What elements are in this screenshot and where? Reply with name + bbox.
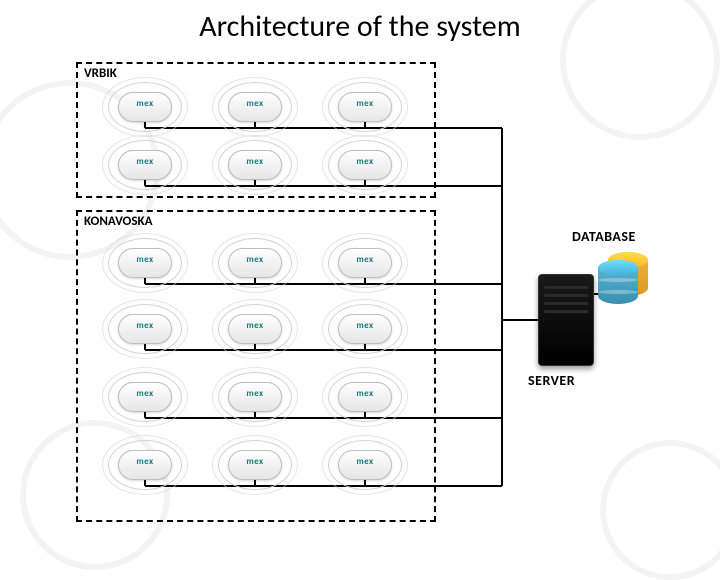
sensor-node: mex (114, 88, 176, 126)
background-ring (600, 440, 720, 580)
sensor-label: mex (334, 456, 396, 467)
sensor-label: mex (114, 254, 176, 265)
sensor-label: mex (334, 156, 396, 167)
sensor-label: mex (334, 98, 396, 109)
sensor-node: mex (224, 378, 286, 416)
sensor-node: mex (334, 146, 396, 184)
sensor-node: mex (224, 310, 286, 348)
sensor-node: mex (114, 378, 176, 416)
server-icon (538, 274, 594, 366)
sensor-label: mex (224, 254, 286, 265)
sensor-label: mex (334, 254, 396, 265)
sensor-label: mex (114, 456, 176, 467)
sensor-node: mex (224, 88, 286, 126)
sensor-node: mex (114, 146, 176, 184)
sensor-label: mex (224, 320, 286, 331)
sensor-label: mex (114, 388, 176, 399)
sensor-node: mex (224, 244, 286, 282)
sensor-node: mex (334, 378, 396, 416)
page-title: Architecture of the system (0, 8, 720, 45)
sensor-node: mex (224, 146, 286, 184)
sensor-node: mex (334, 88, 396, 126)
sensor-node: mex (114, 446, 176, 484)
group-label-konavoska: KONAVOSKA (84, 214, 152, 229)
group-label-vrbik: VRBIK (84, 66, 117, 81)
sensor-node: mex (224, 446, 286, 484)
sensor-label: mex (224, 456, 286, 467)
sensor-label: mex (114, 156, 176, 167)
sensor-label: mex (334, 320, 396, 331)
sensor-node: mex (334, 446, 396, 484)
server-label: SERVER (528, 372, 575, 389)
sensor-node: mex (114, 310, 176, 348)
sensor-label: mex (224, 98, 286, 109)
sensor-label: mex (224, 156, 286, 167)
sensor-label: mex (114, 98, 176, 109)
sensor-node: mex (334, 310, 396, 348)
sensor-node: mex (114, 244, 176, 282)
sensor-node: mex (334, 244, 396, 282)
sensor-label: mex (224, 388, 286, 399)
database-icon (598, 252, 650, 308)
sensor-label: mex (334, 388, 396, 399)
sensor-label: mex (114, 320, 176, 331)
database-label: DATABASE (572, 228, 636, 245)
